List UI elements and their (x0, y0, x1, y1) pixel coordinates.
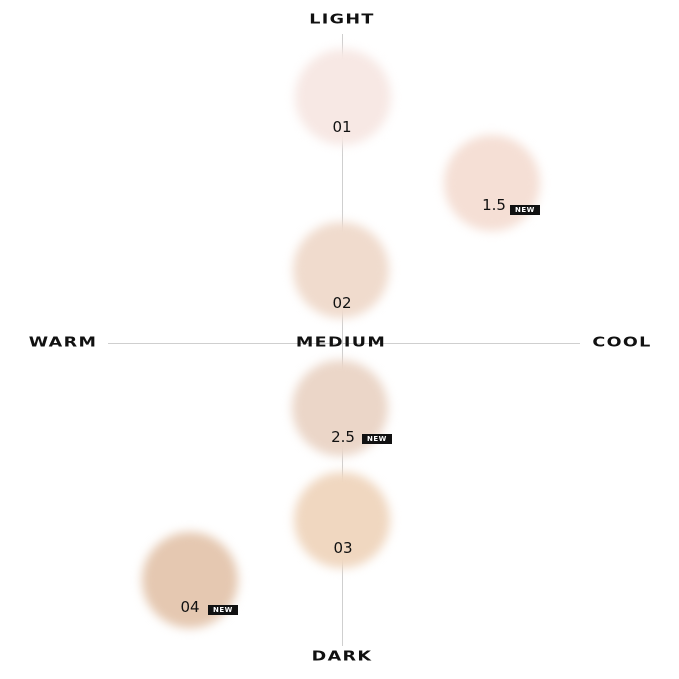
shade-label: 02 (332, 294, 352, 312)
axis-label-light: LIGHT (309, 12, 375, 28)
axis-label-cool: COOL (592, 335, 652, 351)
warm-cool-axis (108, 343, 580, 344)
shade-swatch-03 (294, 472, 390, 568)
shade-label: 2.5 (331, 428, 355, 446)
shade-label: 1.5 (482, 196, 506, 214)
shade-label: 03 (333, 539, 353, 557)
shade-swatch-02 (293, 222, 389, 318)
new-badge: NEW (362, 434, 392, 444)
axis-label-warm: WARM (28, 335, 98, 351)
shade-swatch-01 (295, 49, 391, 145)
axis-label-medium: MEDIUM (295, 335, 387, 351)
light-dark-axis (342, 34, 343, 646)
new-badge: NEW (510, 205, 540, 215)
axis-label-dark: DARK (311, 649, 373, 665)
new-badge: NEW (208, 605, 238, 615)
shade-swatch-1-5 (444, 135, 540, 231)
shade-label: 01 (332, 118, 352, 136)
shade-label: 04 (180, 598, 200, 616)
